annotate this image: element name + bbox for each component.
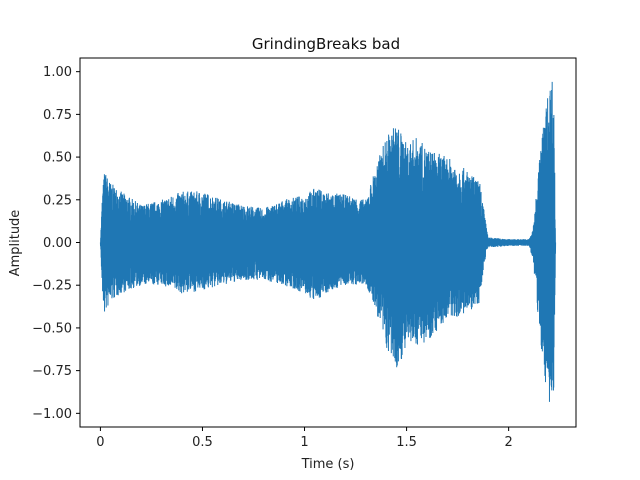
x-axis-label: Time (s) — [301, 457, 355, 472]
y-axis-ticks: 1.00 0.75 0.50 0.25 0.00 −0.25 −0.50 −0.75 −1.00 — [32, 65, 80, 422]
y-tick-label: 0.00 — [43, 236, 72, 251]
y-tick-label: 0.75 — [43, 108, 72, 123]
x-axis-ticks: 0 0.5 1 1.5 2 — [96, 427, 513, 450]
x-tick-label: 1.5 — [396, 435, 417, 450]
y-tick-label: −0.50 — [32, 321, 72, 336]
plot-area — [79, 57, 577, 428]
x-tick-label: 0.5 — [192, 435, 213, 450]
x-tick-label: 1 — [300, 435, 308, 450]
chart-title: GrindingBreaks bad — [252, 35, 400, 53]
y-tick-label: 0.25 — [43, 193, 72, 208]
y-tick-label: −0.25 — [32, 279, 72, 294]
y-tick-label: 0.50 — [43, 151, 72, 166]
y-axis-label: Amplitude — [8, 210, 23, 277]
x-tick-label: 0 — [96, 435, 104, 450]
x-tick-label: 2 — [505, 435, 513, 450]
y-tick-label: 1.00 — [43, 65, 72, 80]
y-tick-label: −1.00 — [32, 407, 72, 422]
waveform-series — [99, 81, 557, 402]
y-tick-label: −0.75 — [32, 364, 72, 379]
